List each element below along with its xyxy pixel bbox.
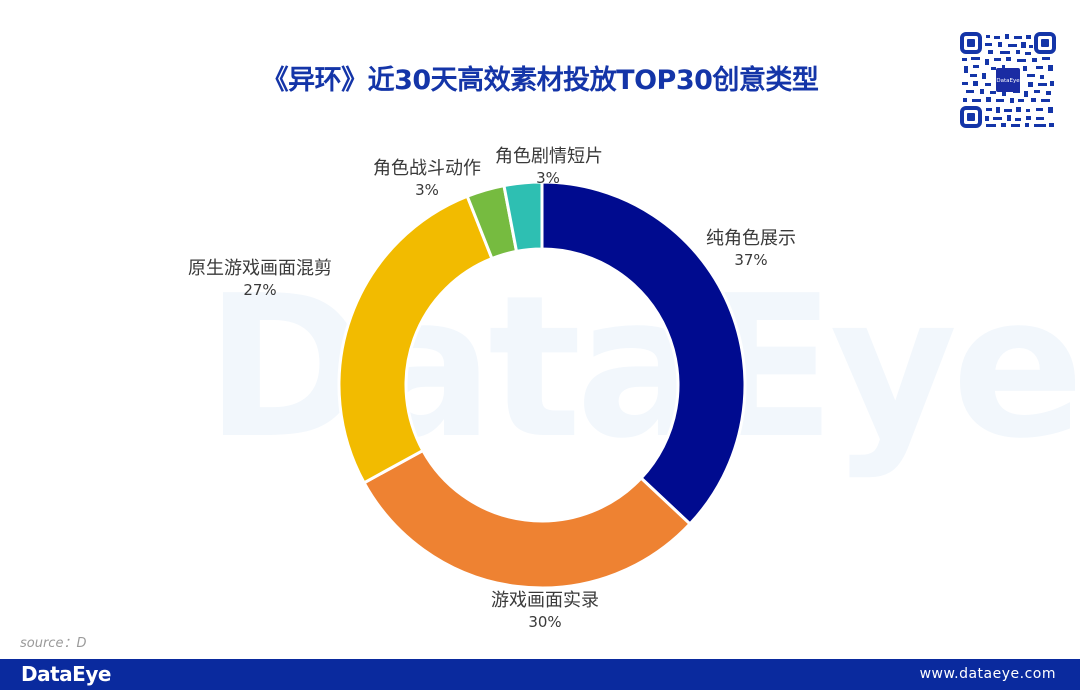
label-name: 游戏画面实录 — [491, 590, 599, 611]
label-native-gameplay-mix: 原生游戏画面混剪 27% — [160, 258, 360, 300]
label-character-story: 角色剧情短片 3% — [474, 146, 624, 188]
chart-title: 《异环》近30天高效素材投放TOP30创意类型 — [261, 65, 819, 96]
label-name: 纯角色展示 — [706, 228, 796, 249]
label-character-combat: 角色战斗动作 3% — [352, 158, 502, 200]
donut-slice — [337, 194, 494, 485]
footer-logo: DataEye — [21, 662, 111, 686]
label-name: 原生游戏画面混剪 — [188, 258, 332, 279]
donut-slice — [502, 180, 544, 254]
svg-text:DataEye: DataEye — [996, 78, 1020, 84]
label-pct: 3% — [536, 169, 560, 187]
label-pct: 3% — [415, 181, 439, 199]
label-pct: 27% — [243, 281, 277, 299]
label-name: 角色剧情短片 — [495, 146, 603, 167]
label-pct: 30% — [528, 613, 562, 631]
donut-slice — [540, 180, 747, 527]
label-name: 角色战斗动作 — [373, 158, 481, 179]
footer-bar: DataEye www.dataeye.com — [0, 659, 1080, 690]
label-pct: 37% — [734, 251, 768, 269]
donut-slice — [362, 448, 693, 590]
footer-url[interactable]: www.dataeye.com — [919, 666, 1056, 682]
label-gameplay-footage: 游戏画面实录 30% — [470, 590, 620, 632]
source-note: source：D — [20, 636, 87, 651]
label-pure-character: 纯角色展示 37% — [686, 228, 816, 270]
qr-code: DataEye — [958, 30, 1058, 130]
